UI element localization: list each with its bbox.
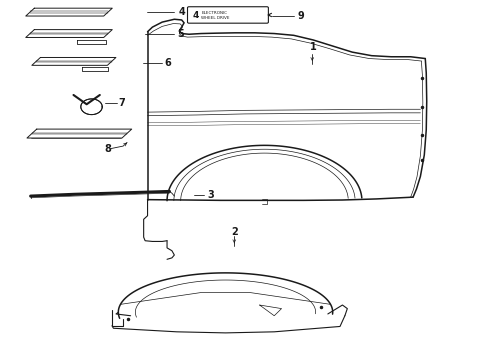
Text: 9: 9: [297, 11, 304, 21]
Text: ELECTRONIC: ELECTRONIC: [201, 11, 227, 15]
Text: 1: 1: [310, 42, 317, 52]
Text: 7: 7: [119, 98, 125, 108]
Text: 5: 5: [177, 28, 184, 39]
Text: 8: 8: [104, 144, 111, 154]
Text: 2: 2: [231, 227, 238, 237]
Text: 4: 4: [193, 11, 199, 20]
Text: WHEEL DRIVE: WHEEL DRIVE: [201, 16, 230, 20]
Text: 3: 3: [208, 190, 214, 200]
Text: 6: 6: [165, 58, 172, 68]
Text: 4: 4: [178, 7, 185, 17]
